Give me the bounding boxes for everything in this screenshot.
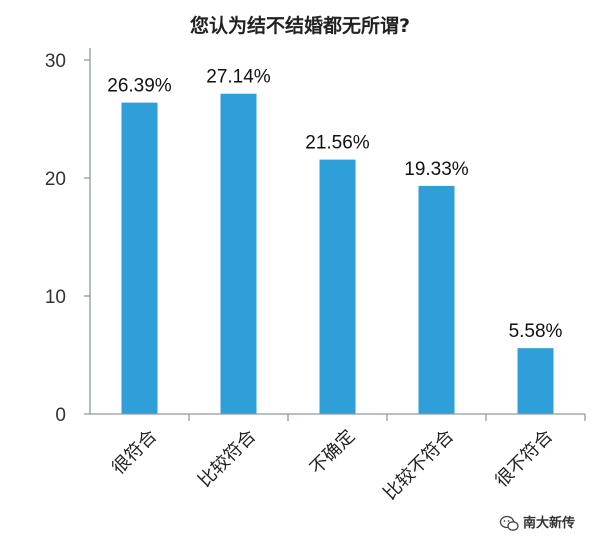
bar xyxy=(517,348,554,414)
x-tick-label: 很不符合 xyxy=(491,426,557,492)
x-axis: 很符合 比较符合 不确定 比较不符合 很不符合 xyxy=(90,413,586,504)
data-label: 27.14% xyxy=(206,67,271,88)
watermark: 南大新传 xyxy=(499,515,575,531)
data-label: 26.39% xyxy=(107,76,172,97)
y-tick-label: 30 xyxy=(45,51,66,72)
x-tick-label: 不确定 xyxy=(306,426,359,479)
x-tick-label: 比较符合 xyxy=(194,426,260,492)
bar xyxy=(121,102,158,415)
wechat-icon xyxy=(499,515,519,531)
bar xyxy=(220,93,257,415)
y-axis: 0 10 20 30 xyxy=(45,48,91,426)
data-label: 19.33% xyxy=(404,159,469,180)
chart-title: 您认为结不结婚都无所谓? xyxy=(190,14,410,37)
x-tick-label: 比较不符合 xyxy=(380,426,458,504)
data-label: 21.56% xyxy=(305,133,370,154)
bars: 26.39% 27.14% 21.56% 19.33% 5.58% xyxy=(107,67,563,415)
data-label: 5.58% xyxy=(509,321,563,342)
bar xyxy=(418,185,455,414)
x-tick-label: 很符合 xyxy=(108,426,161,479)
y-tick-label: 20 xyxy=(45,169,66,190)
watermark-text: 南大新传 xyxy=(523,515,575,531)
y-tick-label: 10 xyxy=(45,287,66,308)
y-tick-label: 0 xyxy=(55,405,66,426)
bar xyxy=(319,159,356,414)
